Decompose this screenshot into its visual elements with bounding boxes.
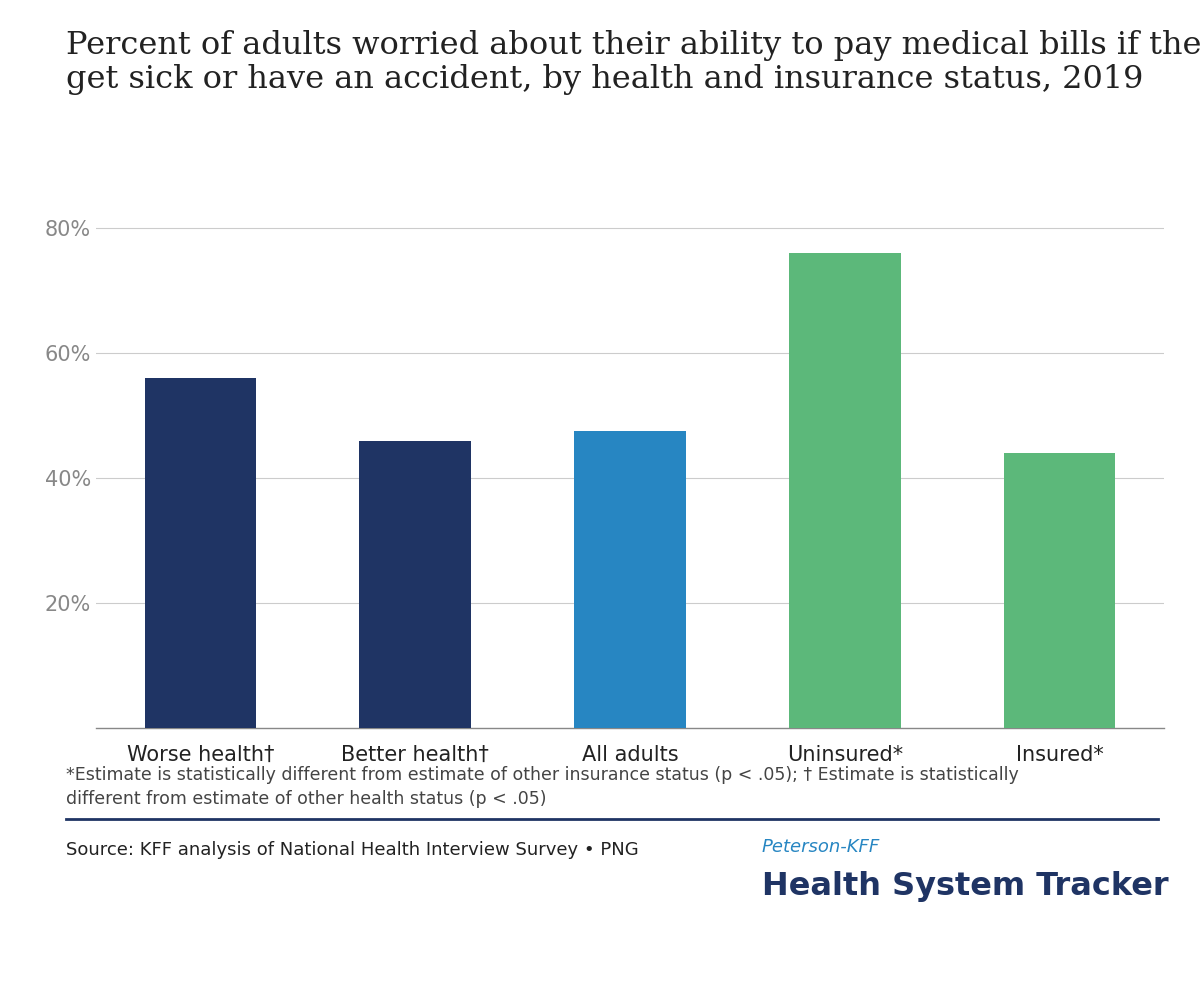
- Text: Health System Tracker: Health System Tracker: [762, 871, 1169, 902]
- Text: *Estimate is statistically different from estimate of other insurance status (p : *Estimate is statistically different fro…: [66, 766, 1019, 783]
- Text: different from estimate of other health status (p < .05): different from estimate of other health …: [66, 790, 546, 808]
- Bar: [574, 431, 686, 728]
- Text: get sick or have an accident, by health and insurance status, 2019: get sick or have an accident, by health …: [66, 64, 1144, 95]
- Bar: [788, 253, 901, 728]
- Text: Percent of adults worried about their ability to pay medical bills if they: Percent of adults worried about their ab…: [66, 30, 1200, 61]
- Text: Peterson-KFF: Peterson-KFF: [762, 838, 881, 856]
- Bar: [144, 378, 257, 728]
- Bar: [359, 441, 472, 728]
- Text: Source: KFF analysis of National Health Interview Survey • PNG: Source: KFF analysis of National Health …: [66, 841, 638, 859]
- Bar: [1003, 453, 1116, 728]
